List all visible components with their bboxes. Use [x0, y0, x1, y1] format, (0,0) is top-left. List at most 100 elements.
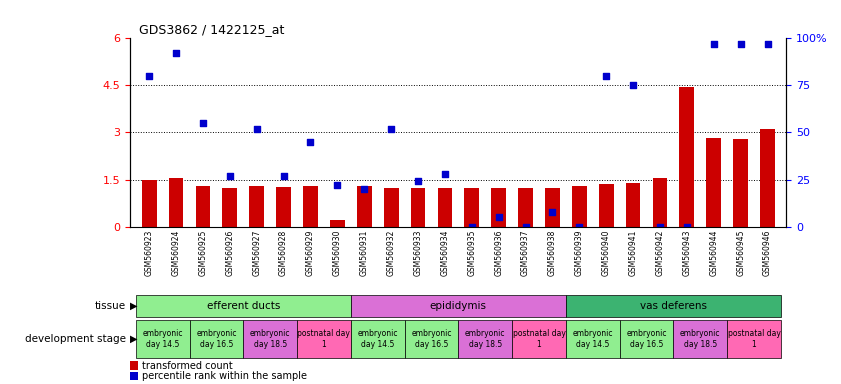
Bar	[674, 319, 727, 358]
Bar	[727, 319, 781, 358]
Bar	[706, 138, 721, 227]
Text: GSM560931: GSM560931	[360, 230, 368, 276]
Text: GSM560937: GSM560937	[521, 230, 530, 276]
Point	[707, 41, 721, 47]
Point	[411, 178, 425, 184]
Point	[573, 223, 586, 230]
Text: GSM560932: GSM560932	[387, 230, 395, 276]
Text: embryonic
day 16.5: embryonic day 16.5	[411, 329, 452, 349]
Text: GSM560926: GSM560926	[225, 230, 235, 276]
Bar	[351, 295, 566, 318]
Text: embryonic
day 18.5: embryonic day 18.5	[250, 329, 290, 349]
Text: embryonic
day 14.5: embryonic day 14.5	[573, 329, 613, 349]
Point	[169, 50, 182, 56]
Point	[627, 83, 640, 89]
Point	[761, 41, 775, 47]
Text: embryonic
day 18.5: embryonic day 18.5	[680, 329, 721, 349]
Text: GSM560930: GSM560930	[333, 230, 341, 276]
Point	[438, 171, 452, 177]
Text: GSM560938: GSM560938	[548, 230, 557, 276]
Bar	[512, 319, 566, 358]
Point	[519, 223, 532, 230]
Text: embryonic
day 16.5: embryonic day 16.5	[196, 329, 236, 349]
Point	[465, 223, 479, 230]
Text: embryonic
day 14.5: embryonic day 14.5	[142, 329, 182, 349]
Text: GSM560927: GSM560927	[252, 230, 262, 276]
Point	[357, 186, 371, 192]
Bar	[626, 183, 641, 227]
Bar	[276, 187, 291, 227]
Bar	[572, 186, 587, 227]
Text: percentile rank within the sample: percentile rank within the sample	[142, 371, 307, 381]
Text: GSM560939: GSM560939	[575, 230, 584, 276]
Text: GSM560935: GSM560935	[468, 230, 476, 276]
Bar	[130, 361, 138, 369]
Text: GSM560945: GSM560945	[736, 230, 745, 276]
Text: GSM560940: GSM560940	[601, 230, 611, 276]
Bar	[566, 295, 781, 318]
Point	[142, 73, 156, 79]
Text: GSM560944: GSM560944	[709, 230, 718, 276]
Bar	[464, 188, 479, 227]
Text: GSM560923: GSM560923	[145, 230, 154, 276]
Bar	[351, 319, 405, 358]
Text: transformed count: transformed count	[142, 361, 233, 371]
Bar	[410, 188, 426, 227]
Bar	[653, 178, 668, 227]
Bar	[437, 188, 452, 227]
Bar	[733, 139, 748, 227]
Text: ▶: ▶	[130, 301, 137, 311]
Bar	[130, 372, 138, 380]
Point	[600, 73, 613, 79]
Text: embryonic
day 14.5: embryonic day 14.5	[357, 329, 398, 349]
Bar	[303, 186, 318, 227]
Text: embryonic
day 18.5: embryonic day 18.5	[465, 329, 505, 349]
Point	[223, 173, 236, 179]
Text: GSM560929: GSM560929	[306, 230, 315, 276]
Bar	[222, 188, 237, 227]
Bar	[196, 186, 210, 227]
Point	[304, 139, 317, 145]
Point	[384, 126, 398, 132]
Text: postnatal day
1: postnatal day 1	[512, 329, 565, 349]
Point	[277, 173, 290, 179]
Bar	[760, 129, 775, 227]
Bar	[297, 319, 351, 358]
Text: GSM560941: GSM560941	[628, 230, 637, 276]
Text: GSM560934: GSM560934	[441, 230, 449, 276]
Bar	[169, 178, 183, 227]
Bar	[518, 188, 533, 227]
Point	[331, 182, 344, 188]
Text: GSM560928: GSM560928	[279, 230, 288, 276]
Text: development stage: development stage	[25, 334, 126, 344]
Text: vas deferens: vas deferens	[640, 301, 707, 311]
Text: GSM560933: GSM560933	[414, 230, 422, 276]
Bar	[142, 180, 156, 227]
Bar	[491, 188, 506, 227]
Bar	[599, 184, 614, 227]
Bar	[545, 188, 560, 227]
Text: GSM560943: GSM560943	[682, 230, 691, 276]
Text: epididymis: epididymis	[430, 301, 487, 311]
Text: GSM560936: GSM560936	[495, 230, 503, 276]
Bar	[330, 220, 345, 227]
Bar	[249, 186, 264, 227]
Text: GSM560924: GSM560924	[172, 230, 181, 276]
Point	[250, 126, 263, 132]
Text: GSM560925: GSM560925	[198, 230, 208, 276]
Text: postnatal day
1: postnatal day 1	[298, 329, 351, 349]
Point	[734, 41, 748, 47]
Point	[653, 223, 667, 230]
Bar	[405, 319, 458, 358]
Bar	[383, 188, 399, 227]
Bar	[243, 319, 297, 358]
Text: efferent ducts: efferent ducts	[207, 301, 280, 311]
Bar	[135, 295, 351, 318]
Text: embryonic
day 16.5: embryonic day 16.5	[627, 329, 667, 349]
Point	[546, 209, 559, 215]
Text: postnatal day
1: postnatal day 1	[727, 329, 780, 349]
Text: GSM560942: GSM560942	[655, 230, 664, 276]
Text: ▶: ▶	[130, 334, 137, 344]
Point	[196, 120, 209, 126]
Bar	[566, 319, 620, 358]
